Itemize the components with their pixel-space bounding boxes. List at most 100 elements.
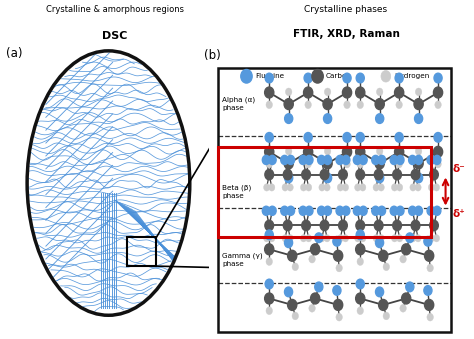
Circle shape xyxy=(410,184,416,191)
Circle shape xyxy=(324,173,332,183)
Circle shape xyxy=(285,88,292,96)
Circle shape xyxy=(305,206,313,215)
Circle shape xyxy=(435,101,441,108)
Circle shape xyxy=(337,235,344,242)
Circle shape xyxy=(318,155,325,164)
Circle shape xyxy=(284,114,293,123)
Circle shape xyxy=(409,206,416,215)
Circle shape xyxy=(381,71,391,82)
Circle shape xyxy=(315,233,323,243)
Circle shape xyxy=(396,160,402,168)
Circle shape xyxy=(373,184,379,191)
Circle shape xyxy=(433,206,441,215)
Circle shape xyxy=(356,220,365,231)
Circle shape xyxy=(396,155,404,164)
Circle shape xyxy=(342,87,352,98)
Circle shape xyxy=(356,244,365,255)
Circle shape xyxy=(342,206,350,215)
Circle shape xyxy=(342,235,348,242)
Circle shape xyxy=(374,220,383,231)
Circle shape xyxy=(285,147,292,155)
Circle shape xyxy=(401,244,411,255)
Circle shape xyxy=(378,235,384,242)
Circle shape xyxy=(336,313,342,321)
Text: Hydrogen: Hydrogen xyxy=(394,73,429,79)
Circle shape xyxy=(393,170,401,180)
Circle shape xyxy=(353,155,361,164)
Circle shape xyxy=(357,307,364,315)
Circle shape xyxy=(353,206,361,215)
Circle shape xyxy=(323,99,332,109)
Text: DSC: DSC xyxy=(102,31,128,40)
Circle shape xyxy=(375,114,384,123)
Circle shape xyxy=(435,160,441,168)
Circle shape xyxy=(376,88,383,96)
Circle shape xyxy=(411,170,420,180)
Circle shape xyxy=(344,101,350,108)
Circle shape xyxy=(284,158,293,169)
Circle shape xyxy=(424,285,432,295)
Circle shape xyxy=(427,313,433,321)
Bar xyxy=(218,68,451,332)
Circle shape xyxy=(266,307,273,315)
Circle shape xyxy=(392,235,398,242)
Circle shape xyxy=(415,206,422,215)
Circle shape xyxy=(356,279,365,289)
Circle shape xyxy=(427,264,433,272)
Circle shape xyxy=(428,235,435,242)
Circle shape xyxy=(400,304,406,312)
Circle shape xyxy=(356,230,365,240)
Circle shape xyxy=(360,235,366,242)
Circle shape xyxy=(320,170,329,180)
Circle shape xyxy=(309,304,315,312)
Circle shape xyxy=(410,235,416,242)
Circle shape xyxy=(324,88,331,96)
Circle shape xyxy=(320,220,329,231)
Circle shape xyxy=(281,155,288,164)
Circle shape xyxy=(396,206,404,215)
Circle shape xyxy=(333,285,341,295)
Circle shape xyxy=(357,160,364,168)
Text: Beta (β)
phase: Beta (β) phase xyxy=(222,184,252,199)
Circle shape xyxy=(392,184,398,191)
Circle shape xyxy=(310,293,320,304)
Circle shape xyxy=(375,99,384,109)
Circle shape xyxy=(415,114,423,123)
Circle shape xyxy=(383,263,390,271)
Circle shape xyxy=(288,250,297,261)
Circle shape xyxy=(434,73,442,83)
Bar xyxy=(127,237,156,266)
Text: Crystalline phases: Crystalline phases xyxy=(304,5,388,14)
Circle shape xyxy=(373,235,379,242)
Circle shape xyxy=(301,184,307,191)
Circle shape xyxy=(323,158,332,169)
Circle shape xyxy=(265,170,273,180)
Circle shape xyxy=(379,250,388,261)
Circle shape xyxy=(303,87,313,98)
Circle shape xyxy=(343,73,351,83)
Circle shape xyxy=(324,147,331,155)
Circle shape xyxy=(262,155,270,164)
Circle shape xyxy=(383,312,390,320)
Circle shape xyxy=(284,287,292,297)
Circle shape xyxy=(319,184,325,191)
Circle shape xyxy=(310,244,320,255)
Circle shape xyxy=(269,235,275,242)
Circle shape xyxy=(359,206,367,215)
Circle shape xyxy=(266,160,273,168)
Text: Fluorine: Fluorine xyxy=(255,73,284,79)
Circle shape xyxy=(433,155,441,164)
Circle shape xyxy=(415,184,421,191)
Circle shape xyxy=(324,155,331,164)
Circle shape xyxy=(355,235,361,242)
Circle shape xyxy=(378,184,384,191)
Circle shape xyxy=(324,184,330,191)
Circle shape xyxy=(319,235,325,242)
Circle shape xyxy=(375,238,383,247)
Circle shape xyxy=(318,206,325,215)
Text: δ⁺: δ⁺ xyxy=(453,208,465,219)
Circle shape xyxy=(284,238,292,247)
Circle shape xyxy=(324,206,331,215)
Circle shape xyxy=(268,206,276,215)
Circle shape xyxy=(334,299,343,311)
